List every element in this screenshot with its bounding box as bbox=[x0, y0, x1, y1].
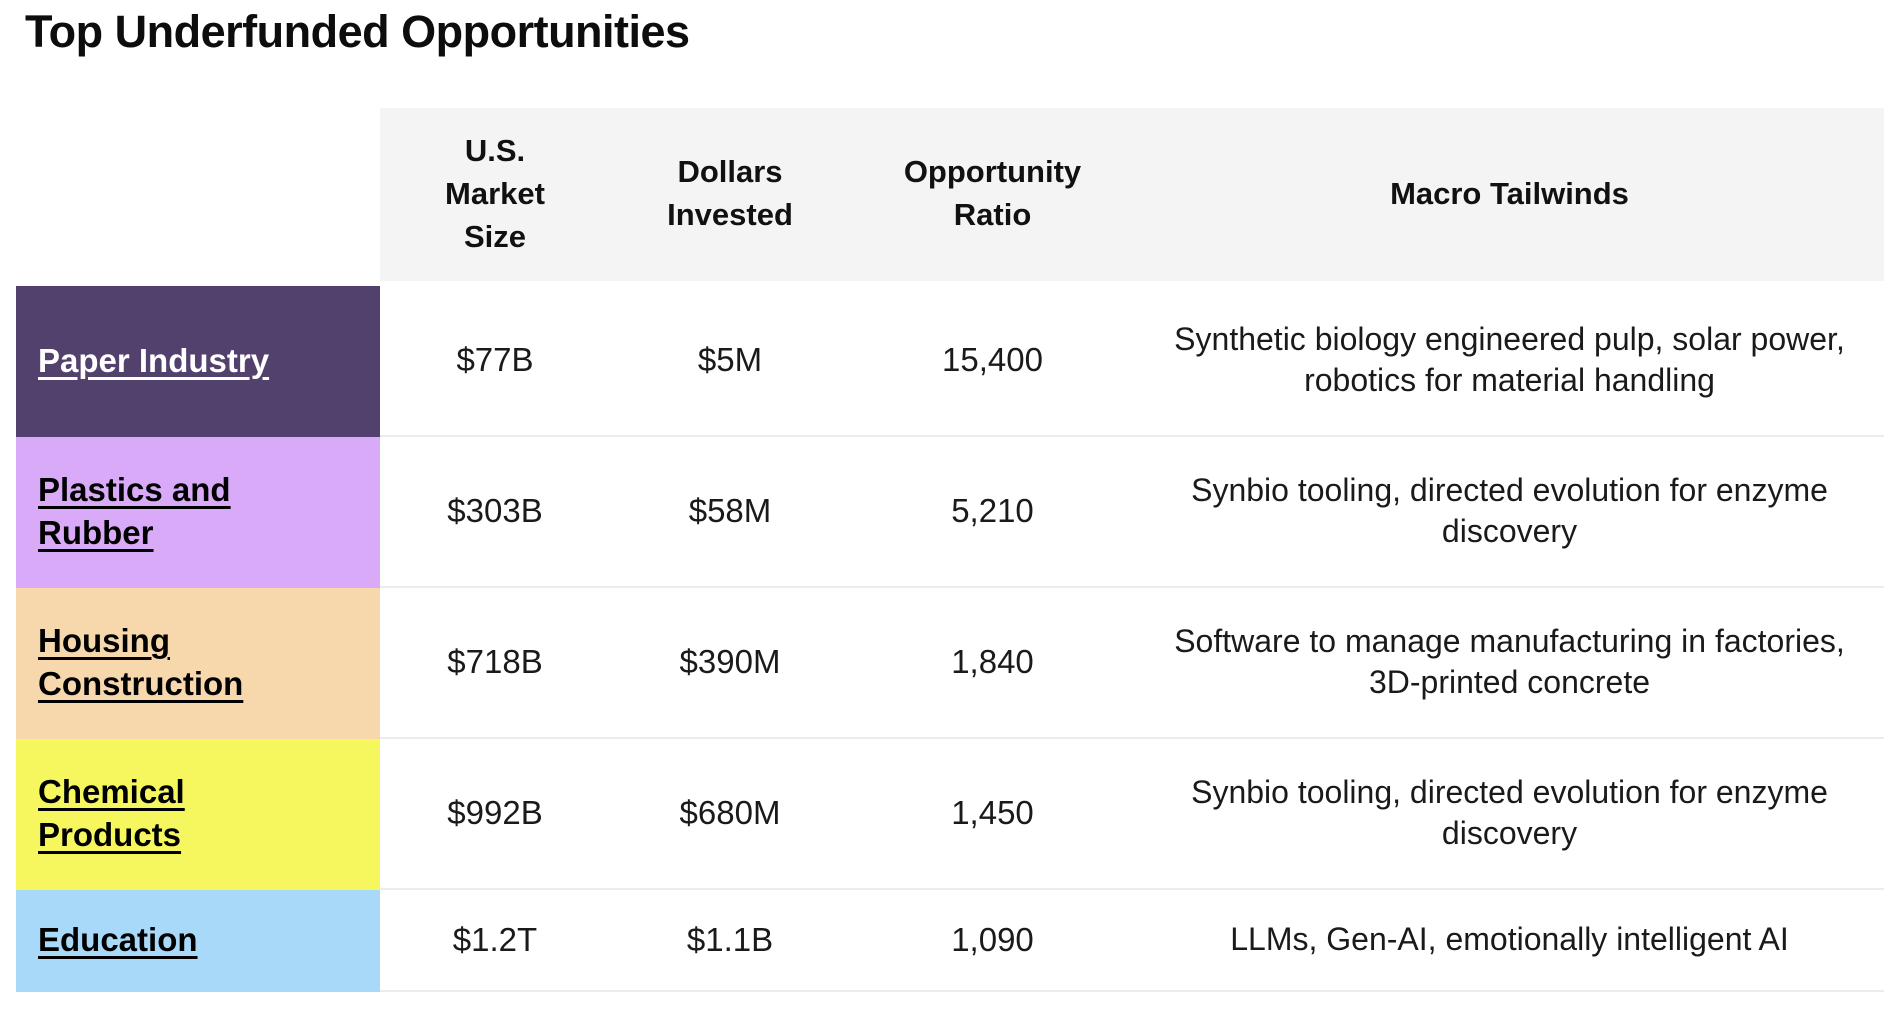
row-header-link[interactable]: Plastics and Rubber bbox=[38, 471, 231, 552]
opportunities-table: U.S. Market Size Dollars Invested Opport… bbox=[16, 107, 1884, 992]
table-corner-cell bbox=[16, 108, 380, 281]
market-size-cell: $1.2T bbox=[380, 889, 610, 992]
table-row: Chemical Products $992B $680M 1,450 Synb… bbox=[16, 738, 1884, 890]
macro-tailwinds-cell: Software to manage manufacturing in fact… bbox=[1135, 587, 1884, 739]
market-size-cell: $77B bbox=[380, 285, 610, 437]
dollars-invested-cell: $5M bbox=[610, 285, 850, 437]
dollars-invested-cell: $390M bbox=[610, 587, 850, 739]
macro-tailwinds-cell: Synbio tooling, directed evolution for e… bbox=[1135, 436, 1884, 588]
row-header-cell: Plastics and Rubber bbox=[16, 436, 380, 588]
row-header-link[interactable]: Paper Industry bbox=[38, 341, 270, 379]
macro-tailwinds-cell: Synbio tooling, directed evolution for e… bbox=[1135, 738, 1884, 890]
row-header-link[interactable]: Housing Construction bbox=[38, 622, 244, 703]
column-header-opportunity-ratio: Opportunity Ratio bbox=[850, 107, 1135, 281]
dollars-invested-cell: $1.1B bbox=[610, 889, 850, 992]
row-header-cell: Housing Construction bbox=[16, 587, 380, 739]
row-header-link[interactable]: Education bbox=[38, 921, 198, 959]
row-header-cell: Chemical Products bbox=[16, 738, 380, 890]
market-size-cell: $992B bbox=[380, 738, 610, 890]
opportunity-ratio-cell: 1,450 bbox=[850, 738, 1135, 890]
table-row: Paper Industry $77B $5M 15,400 Synthetic… bbox=[16, 285, 1884, 437]
market-size-cell: $303B bbox=[380, 436, 610, 588]
column-header-macro-tailwinds: Macro Tailwinds bbox=[1135, 107, 1884, 281]
page-title: Top Underfunded Opportunities bbox=[25, 6, 690, 57]
dollars-invested-cell: $680M bbox=[610, 738, 850, 890]
row-header-cell: Paper Industry bbox=[16, 285, 380, 437]
dollars-invested-cell: $58M bbox=[610, 436, 850, 588]
table-row: Housing Construction $718B $390M 1,840 S… bbox=[16, 587, 1884, 739]
macro-tailwinds-cell: LLMs, Gen-AI, emotionally intelligent AI bbox=[1135, 889, 1884, 992]
opportunity-ratio-cell: 1,840 bbox=[850, 587, 1135, 739]
opportunity-ratio-cell: 5,210 bbox=[850, 436, 1135, 588]
row-header-cell: Education bbox=[16, 889, 380, 992]
table-header-row: U.S. Market Size Dollars Invested Opport… bbox=[16, 107, 1884, 281]
table-row: Plastics and Rubber $303B $58M 5,210 Syn… bbox=[16, 436, 1884, 588]
opportunity-ratio-cell: 1,090 bbox=[850, 889, 1135, 992]
opportunity-ratio-cell: 15,400 bbox=[850, 285, 1135, 437]
market-size-cell: $718B bbox=[380, 587, 610, 739]
table-row: Education $1.2T $1.1B 1,090 LLMs, Gen-AI… bbox=[16, 889, 1884, 992]
column-header-market-size: U.S. Market Size bbox=[380, 107, 610, 281]
column-header-dollars-invested: Dollars Invested bbox=[610, 107, 850, 281]
macro-tailwinds-cell: Synthetic biology engineered pulp, solar… bbox=[1135, 285, 1884, 437]
row-header-link[interactable]: Chemical Products bbox=[38, 773, 185, 854]
table-body: Paper Industry $77B $5M 15,400 Synthetic… bbox=[16, 285, 1884, 992]
